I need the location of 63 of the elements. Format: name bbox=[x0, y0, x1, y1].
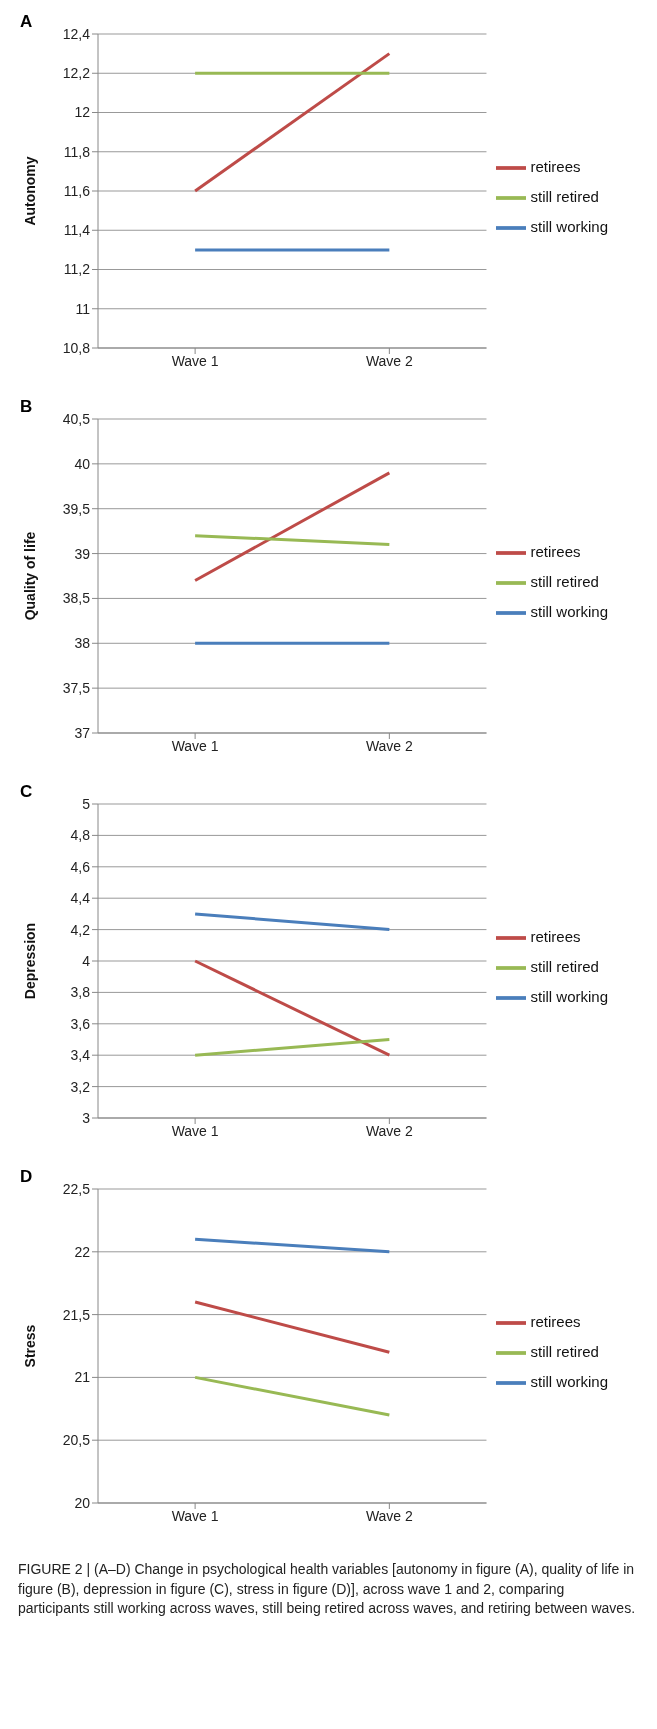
y-tick-label: 10,8 bbox=[62, 339, 91, 356]
y-tick-label: 12,4 bbox=[62, 25, 91, 42]
y-tick-label: 12 bbox=[74, 104, 91, 121]
y-tick-label: 3,6 bbox=[70, 1015, 91, 1032]
y-tick-label: 37,5 bbox=[62, 680, 91, 697]
legend-label: still working bbox=[530, 217, 608, 235]
y-tick-label: 4,8 bbox=[70, 827, 91, 844]
y-tick-label: 3,8 bbox=[70, 984, 91, 1001]
y-tick-label: 37 bbox=[74, 724, 91, 741]
x-tick-label: Wave 1 bbox=[171, 1507, 219, 1524]
y-tick-label: 39,5 bbox=[62, 500, 91, 517]
chart-title: B bbox=[20, 397, 33, 417]
y-tick-label: 12,2 bbox=[62, 65, 91, 82]
legend-label: retirees bbox=[530, 542, 581, 560]
chart-title: C bbox=[20, 782, 33, 802]
y-tick-label: 22,5 bbox=[62, 1180, 91, 1197]
caption: FIGURE 2 | (A–D) Change in psychological health variables [autonomy in figure (A), quality of life in figure (B), depression in figure (C), stress in figure (D)], across wave 1 and 2, comparing participants still working across waves, still being retired across waves, and retiring between waves. bbox=[17, 1560, 637, 1619]
x-tick-label: Wave 2 bbox=[365, 352, 414, 369]
legend-label: still working bbox=[530, 987, 608, 1005]
legend-label: still working bbox=[530, 1372, 608, 1390]
y-tick-label: 20,5 bbox=[62, 1432, 91, 1449]
y-tick-label: 4 bbox=[82, 952, 91, 969]
x-tick-label: Wave 2 bbox=[365, 1507, 414, 1524]
legend-label: still retired bbox=[530, 1342, 599, 1360]
y-tick-label: 11,4 bbox=[63, 222, 91, 239]
y-tick-label: 21,5 bbox=[62, 1306, 91, 1323]
y-tick-label: 22 bbox=[74, 1243, 91, 1260]
x-tick-label: Wave 1 bbox=[171, 1122, 219, 1139]
y-tick-label: 11,6 bbox=[63, 182, 91, 199]
y-tick-label: 3 bbox=[82, 1109, 91, 1126]
chart-title: D bbox=[20, 1167, 33, 1187]
y-tick-label: 40,5 bbox=[62, 410, 91, 427]
legend-label: still working bbox=[530, 602, 608, 620]
legend-label: retirees bbox=[530, 927, 581, 945]
y-tick-label: 5 bbox=[82, 795, 91, 812]
y-tick-label: 38 bbox=[74, 635, 91, 652]
y-axis-title: Stress bbox=[21, 1324, 38, 1368]
y-tick-label: 4,6 bbox=[70, 858, 91, 875]
y-tick-label: 3,4 bbox=[70, 1047, 91, 1064]
x-tick-label: Wave 1 bbox=[171, 352, 219, 369]
y-tick-label: 20 bbox=[74, 1494, 91, 1511]
y-tick-label: 11,8 bbox=[63, 143, 91, 160]
legend-label: still retired bbox=[530, 957, 599, 975]
y-axis-title: Quality of life bbox=[21, 531, 38, 621]
y-tick-label: 11,2 bbox=[63, 261, 91, 278]
y-tick-label: 4,4 bbox=[70, 890, 91, 907]
y-tick-label: 40 bbox=[74, 455, 91, 472]
y-tick-label: 39 bbox=[74, 545, 91, 562]
y-axis-title: Autonomy bbox=[21, 156, 38, 226]
chart-title: A bbox=[20, 12, 33, 32]
y-axis-title: Depression bbox=[21, 922, 38, 1000]
x-tick-label: Wave 2 bbox=[365, 1122, 414, 1139]
legend-label: still retired bbox=[530, 572, 599, 590]
y-tick-label: 11 bbox=[75, 300, 91, 317]
legend-label: still retired bbox=[530, 187, 599, 205]
legend-label: retirees bbox=[530, 157, 581, 175]
y-tick-label: 4,2 bbox=[70, 921, 91, 938]
x-tick-label: Wave 1 bbox=[171, 737, 219, 754]
y-tick-label: 3,2 bbox=[70, 1078, 91, 1095]
x-tick-label: Wave 2 bbox=[365, 737, 414, 754]
y-tick-label: 38,5 bbox=[62, 590, 91, 607]
y-tick-label: 21 bbox=[74, 1369, 91, 1386]
legend-label: retirees bbox=[530, 1312, 581, 1330]
